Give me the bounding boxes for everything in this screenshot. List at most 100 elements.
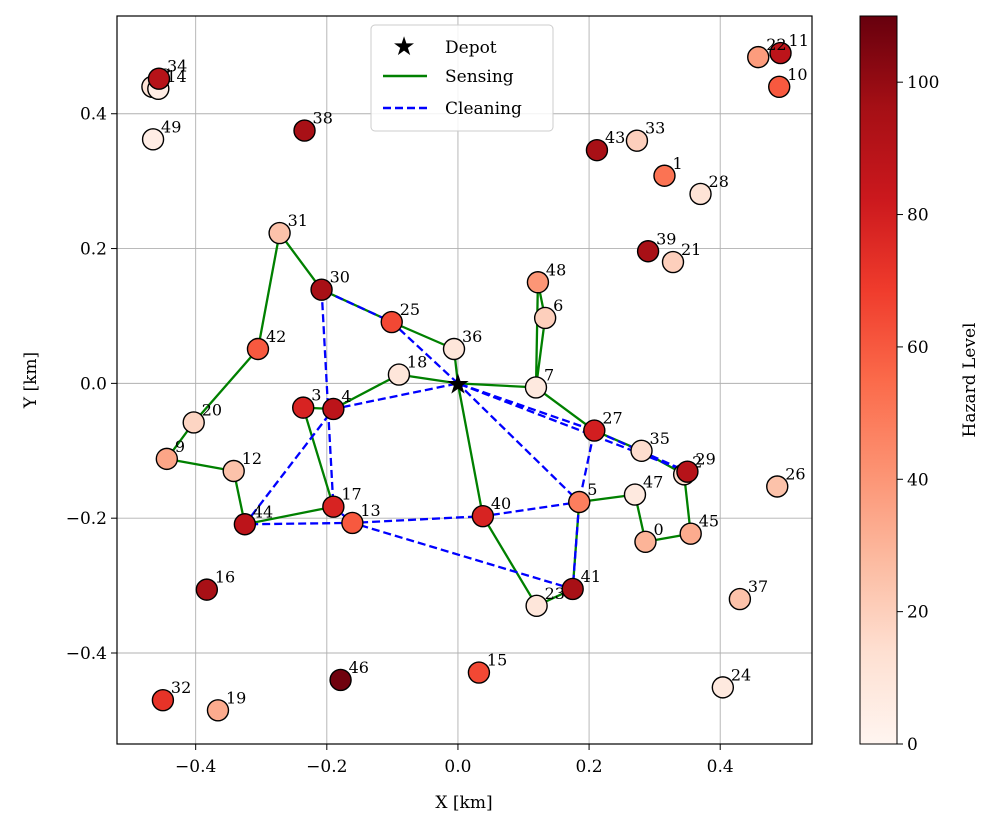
node-27-label: 27 xyxy=(602,409,622,428)
x-tick-label: 0.4 xyxy=(707,757,734,777)
node-18-marker xyxy=(387,363,411,386)
x-tick-label: 0.2 xyxy=(576,757,603,777)
node-31-label: 31 xyxy=(288,211,308,230)
node-19-marker xyxy=(206,699,230,722)
node-6-marker xyxy=(533,306,557,330)
x-axis-label: X [km] xyxy=(435,793,492,813)
node-1-label: 1 xyxy=(672,154,682,173)
node-43-label: 43 xyxy=(605,128,625,147)
node-46-marker xyxy=(329,668,352,692)
node-5-label: 5 xyxy=(587,480,597,499)
node-15-marker xyxy=(467,661,491,684)
node-10-label: 10 xyxy=(787,65,807,84)
node-12-label: 12 xyxy=(242,449,262,468)
node-18-label: 18 xyxy=(407,353,427,372)
legend-cleaning-label: Cleaning xyxy=(445,99,522,119)
node-0-label: 0 xyxy=(653,520,663,539)
node-36-label: 36 xyxy=(462,327,482,346)
node-24-marker xyxy=(711,676,735,699)
colorbar-tick-label: 60 xyxy=(907,338,929,358)
node-4-label: 4 xyxy=(341,387,351,406)
node-45-label: 45 xyxy=(699,512,719,531)
node-20-marker xyxy=(182,411,205,434)
node-4-marker xyxy=(322,397,345,421)
y-tick-label: −0.4 xyxy=(66,644,107,664)
legend-depot-marker: ★ xyxy=(392,32,415,62)
y-tick-label: 0.4 xyxy=(80,105,107,125)
node-14-label: 14 xyxy=(166,67,186,86)
node-1-marker xyxy=(653,164,676,187)
node-41-label: 41 xyxy=(581,567,601,586)
node-39-marker xyxy=(636,240,660,263)
node-39-label: 39 xyxy=(656,229,676,248)
node-44-marker xyxy=(233,513,257,536)
node-15-label: 15 xyxy=(487,651,507,670)
node-47-marker xyxy=(623,483,647,506)
x-tick-label: −0.2 xyxy=(306,757,347,777)
node-29-marker xyxy=(676,460,699,483)
node-17-marker xyxy=(322,495,345,518)
node-0-marker xyxy=(634,530,657,553)
node-32-marker xyxy=(151,688,175,712)
node-23-label: 23 xyxy=(545,584,565,603)
node-30-label: 30 xyxy=(330,268,350,287)
node-35-marker xyxy=(630,439,653,462)
node-13-label: 13 xyxy=(360,501,380,520)
y-tick-label: 0.2 xyxy=(80,240,107,260)
grid xyxy=(117,16,812,744)
node-49-marker xyxy=(141,128,165,151)
node-42-label: 42 xyxy=(266,327,286,346)
node-38-marker xyxy=(293,119,316,142)
node-6-label: 6 xyxy=(553,296,563,315)
node-11-label: 11 xyxy=(789,31,809,50)
node-35-label: 35 xyxy=(650,429,670,448)
node-7-label: 7 xyxy=(544,365,554,384)
colorbar-tick-label: 40 xyxy=(907,470,929,490)
colorbar-tick-label: 0 xyxy=(907,735,918,755)
node-9-marker xyxy=(155,447,179,471)
node-33-label: 33 xyxy=(645,119,665,138)
node-11-marker xyxy=(769,41,792,65)
colorbar-tick-label: 20 xyxy=(907,603,929,623)
node-48-label: 48 xyxy=(546,260,566,279)
node-25-marker xyxy=(380,310,403,334)
node-38-label: 38 xyxy=(313,109,333,128)
plot-frame xyxy=(116,15,813,745)
node-43-marker xyxy=(585,138,609,162)
sensing-route xyxy=(165,231,692,607)
colorbar-tick-label: 100 xyxy=(907,73,939,93)
legend: ★ Depot Sensing Cleaning xyxy=(370,24,554,132)
node-26-label: 26 xyxy=(785,465,805,484)
node-30-marker xyxy=(310,278,333,301)
colorbar-gradient xyxy=(859,15,898,745)
node-25-label: 25 xyxy=(400,300,420,319)
node-40-label: 40 xyxy=(491,494,511,513)
node-10-marker xyxy=(768,75,791,98)
node-36-marker xyxy=(442,337,466,361)
y-ticks: −0.4 −0.2 0.0 0.2 0.4 xyxy=(66,105,117,664)
node-9-label: 9 xyxy=(175,437,185,456)
node-19-label: 19 xyxy=(226,688,246,707)
node-7-marker xyxy=(524,376,548,399)
node-21-label: 21 xyxy=(681,240,701,259)
y-tick-label: 0.0 xyxy=(80,374,107,394)
node-24-label: 24 xyxy=(731,665,751,684)
node-23-marker xyxy=(525,594,548,618)
node-5-marker xyxy=(568,490,591,514)
x-tick-label: 0.0 xyxy=(444,757,471,777)
node-28-marker xyxy=(689,182,712,206)
node-40-marker xyxy=(471,504,495,528)
node-37-marker xyxy=(728,587,752,611)
node-31-marker xyxy=(268,221,291,245)
x-tick-label: −0.4 xyxy=(175,757,216,777)
node-29-label: 29 xyxy=(695,450,715,469)
node-16-marker xyxy=(195,578,219,601)
colorbar: 0 20 40 60 80 100 Hazard Level xyxy=(859,15,980,755)
node-26-marker xyxy=(766,475,789,498)
node-34-label: 34 xyxy=(167,57,187,76)
node-22-marker xyxy=(747,45,770,69)
node-21-marker xyxy=(661,250,685,274)
node-20-label: 20 xyxy=(202,400,222,419)
